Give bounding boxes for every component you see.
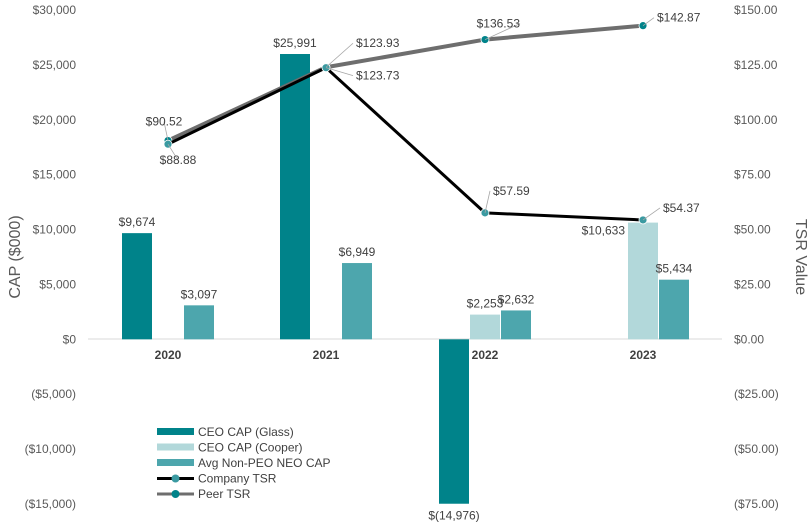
line-data-label: $123.93 (356, 36, 400, 50)
leader-line (642, 17, 655, 26)
bar-data-label: $10,633 (582, 224, 626, 238)
bar-avg-non-peo-neo-cap (184, 305, 214, 340)
leader-line (325, 67, 354, 77)
legend: CEO CAP (Glass) CEO CAP (Cooper)Avg Non-P… (157, 425, 331, 501)
right-axis-title: TSR Value (792, 219, 809, 295)
bar-data-label: $6,949 (339, 245, 376, 259)
right-axis-tick-label: $100.00 (734, 113, 778, 127)
line-peer-tsr (167, 23, 644, 143)
x-axis-category-label: 2020 (155, 348, 182, 362)
right-axis-tick-label: $0.00 (734, 332, 764, 346)
left-axis-tick-label: ($10,000) (25, 442, 76, 456)
leader-line (642, 207, 661, 221)
leader-line (325, 42, 354, 68)
bar-data-label: $(14,976) (428, 509, 479, 523)
bar-ceo-cap-glass- (439, 339, 469, 504)
axes-layer: $30,000 $25,000 $20,000 $15,000 $10,000 $5,00… (7, 3, 809, 511)
left-axis-tick-label: $20,000 (33, 113, 77, 127)
line-company-tsr (167, 66, 644, 222)
bars-layer (122, 54, 689, 504)
right-axis-tick-label: $125.00 (734, 58, 778, 72)
leader-line (163, 121, 169, 141)
bar-ceo-cap-glass- (122, 233, 152, 340)
right-axis-tick-label: $25.00 (734, 277, 771, 291)
bar-data-label: $2,253 (467, 297, 504, 311)
x-axis-category-label: 2021 (313, 348, 340, 362)
bar-ceo-cap-glass- (280, 54, 310, 340)
left-axis-tick-label: $25,000 (33, 58, 77, 72)
left-axis-title: CAP ($000) (7, 215, 24, 298)
left-axis-tick-label: $10,000 (33, 223, 77, 237)
bar-data-label: $25,991 (273, 36, 317, 50)
right-axis-tick-label: ($25.00) (734, 387, 779, 401)
lines-layer (163, 21, 648, 225)
left-axis-tick-label: $15,000 (33, 168, 77, 182)
bar-avg-non-peo-neo-cap (342, 263, 372, 340)
bar-avg-non-peo-neo-cap (501, 310, 531, 340)
left-axis-tick-label: $30,000 (33, 3, 77, 17)
right-axis-tick-label: ($75.00) (734, 497, 779, 511)
right-axis-tick-label: $50.00 (734, 223, 771, 237)
bar-data-label: $2,632 (498, 292, 535, 306)
legend-marker (171, 474, 180, 483)
line-data-label: $57.59 (493, 184, 530, 198)
line-data-label: $142.87 (657, 11, 701, 25)
right-axis-tick-label: ($50.00) (734, 442, 779, 456)
leader-line (484, 23, 521, 40)
legend-label: Peer TSR (198, 487, 251, 501)
bar-data-label: $5,434 (656, 262, 693, 276)
legend-marker (171, 490, 180, 498)
leader-line (484, 190, 491, 213)
legend-swatch (157, 459, 194, 466)
legend-label: CEO CAP (Glass) (198, 425, 294, 439)
x-axis-category-label: 2022 (472, 348, 499, 362)
line-data-label: $90.52 (146, 115, 183, 129)
left-axis-tick-label: $0 (63, 332, 77, 346)
bar-data-label: $9,674 (119, 215, 156, 229)
x-axis-category-label: 2023 (630, 348, 657, 362)
bar-data-label: $3,097 (181, 287, 218, 301)
bar-ceo-cap-cooper- (470, 314, 500, 340)
bar-avg-non-peo-neo-cap (659, 279, 689, 340)
legend-swatch (157, 428, 194, 435)
bar-ceo-cap-cooper- (628, 222, 658, 340)
legend-label: Company TSR (198, 472, 277, 486)
line-data-label: $88.88 (160, 153, 197, 167)
legend-label: Avg Non-PEO NEO CAP (198, 456, 331, 470)
left-axis-tick-label: ($5,000) (31, 387, 76, 401)
data-labels-layer: $9,674 $25,991 $(14,976) $2,253 $10,633 $3,09… (119, 11, 701, 523)
left-axis-tick-label: $5,000 (39, 277, 76, 291)
line-data-label: $136.53 (477, 17, 521, 31)
right-axis-tick-label: $150.00 (734, 3, 778, 17)
leader-line (167, 143, 179, 161)
line-data-label: $123.73 (356, 69, 400, 83)
left-axis-tick-label: ($15,000) (25, 497, 76, 511)
line-data-label: $54.37 (663, 201, 700, 215)
legend-label: CEO CAP (Cooper) (198, 441, 302, 455)
legend-swatch (157, 443, 194, 451)
right-axis-tick-label: $75.00 (734, 168, 771, 182)
